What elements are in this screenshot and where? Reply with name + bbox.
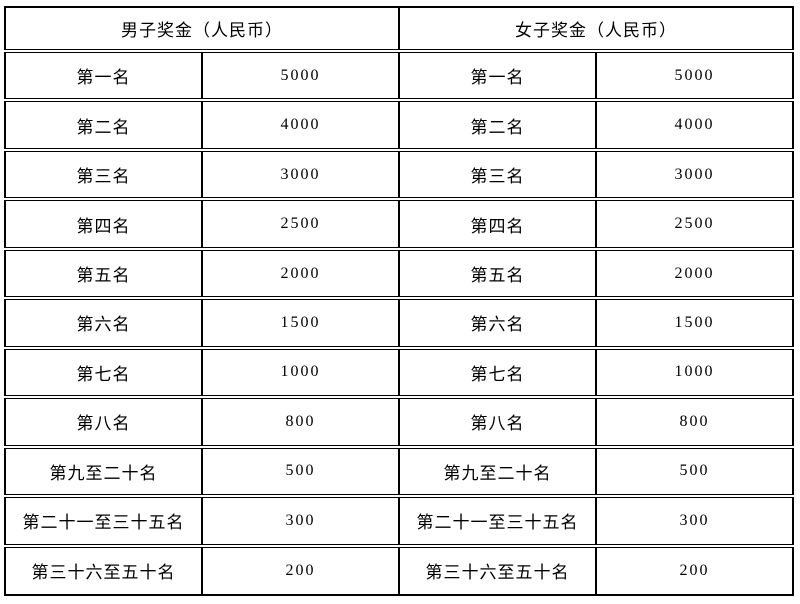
table-row: 第五名 2000 第五名 2000	[4, 246, 794, 300]
women-amount-cell: 4000	[595, 98, 794, 151]
women-rank-cell: 第三名	[398, 147, 597, 201]
women-amount-cell: 2000	[595, 246, 794, 300]
header-row: 男子奖金（人民币） 女子奖金（人民币）	[4, 6, 794, 52]
women-prize-header: 女子奖金（人民币）	[398, 6, 794, 52]
men-amount-cell: 5000	[201, 48, 400, 102]
men-rank-cell: 第一名	[4, 48, 203, 102]
women-rank-cell: 第六名	[398, 296, 597, 349]
men-rank-cell: 第七名	[4, 345, 203, 399]
women-amount-cell: 500	[595, 444, 794, 498]
men-amount-cell: 1500	[201, 296, 400, 349]
men-rank-cell: 第四名	[4, 197, 203, 250]
table-row: 第七名 1000 第七名 1000	[4, 345, 794, 399]
men-amount-cell: 800	[201, 395, 400, 448]
women-amount-cell: 2500	[595, 197, 794, 250]
men-amount-cell: 200	[201, 543, 400, 597]
women-amount-cell: 800	[595, 395, 794, 448]
men-rank-cell: 第三十六至五十名	[4, 543, 203, 597]
men-rank-cell: 第二名	[4, 98, 203, 151]
women-rank-cell: 第四名	[398, 197, 597, 250]
table-row: 第八名 800 第八名 800	[4, 395, 794, 448]
table-row: 第三名 3000 第三名 3000	[4, 147, 794, 201]
men-amount-cell: 300	[201, 494, 400, 547]
women-rank-cell: 第七名	[398, 345, 597, 399]
women-amount-cell: 1500	[595, 296, 794, 349]
men-rank-cell: 第六名	[4, 296, 203, 349]
table-row: 第二十一至三十五名 300 第二十一至三十五名 300	[4, 494, 794, 547]
men-amount-cell: 500	[201, 444, 400, 498]
men-rank-cell: 第三名	[4, 147, 203, 201]
women-rank-cell: 第九至二十名	[398, 444, 597, 498]
men-amount-cell: 2000	[201, 246, 400, 300]
table-row: 第四名 2500 第四名 2500	[4, 197, 794, 250]
table-row: 第六名 1500 第六名 1500	[4, 296, 794, 349]
women-rank-cell: 第三十六至五十名	[398, 543, 597, 597]
women-rank-cell: 第二名	[398, 98, 597, 151]
prize-table: 男子奖金（人民币） 女子奖金（人民币） 第一名 5000 第一名 5000 第二…	[4, 6, 794, 597]
men-prize-header: 男子奖金（人民币）	[4, 6, 400, 52]
men-rank-cell: 第八名	[4, 395, 203, 448]
women-rank-cell: 第五名	[398, 246, 597, 300]
women-rank-cell: 第八名	[398, 395, 597, 448]
men-rank-cell: 第五名	[4, 246, 203, 300]
men-rank-cell: 第二十一至三十五名	[4, 494, 203, 547]
table-row: 第三十六至五十名 200 第三十六至五十名 200	[4, 543, 794, 597]
table-row: 第二名 4000 第二名 4000	[4, 98, 794, 151]
women-rank-cell: 第一名	[398, 48, 597, 102]
men-amount-cell: 3000	[201, 147, 400, 201]
women-amount-cell: 5000	[595, 48, 794, 102]
women-amount-cell: 200	[595, 543, 794, 597]
women-amount-cell: 1000	[595, 345, 794, 399]
men-rank-cell: 第九至二十名	[4, 444, 203, 498]
men-amount-cell: 1000	[201, 345, 400, 399]
table-row: 第一名 5000 第一名 5000	[4, 48, 794, 102]
men-amount-cell: 4000	[201, 98, 400, 151]
table-row: 第九至二十名 500 第九至二十名 500	[4, 444, 794, 498]
women-rank-cell: 第二十一至三十五名	[398, 494, 597, 547]
women-amount-cell: 3000	[595, 147, 794, 201]
men-amount-cell: 2500	[201, 197, 400, 250]
women-amount-cell: 300	[595, 494, 794, 547]
